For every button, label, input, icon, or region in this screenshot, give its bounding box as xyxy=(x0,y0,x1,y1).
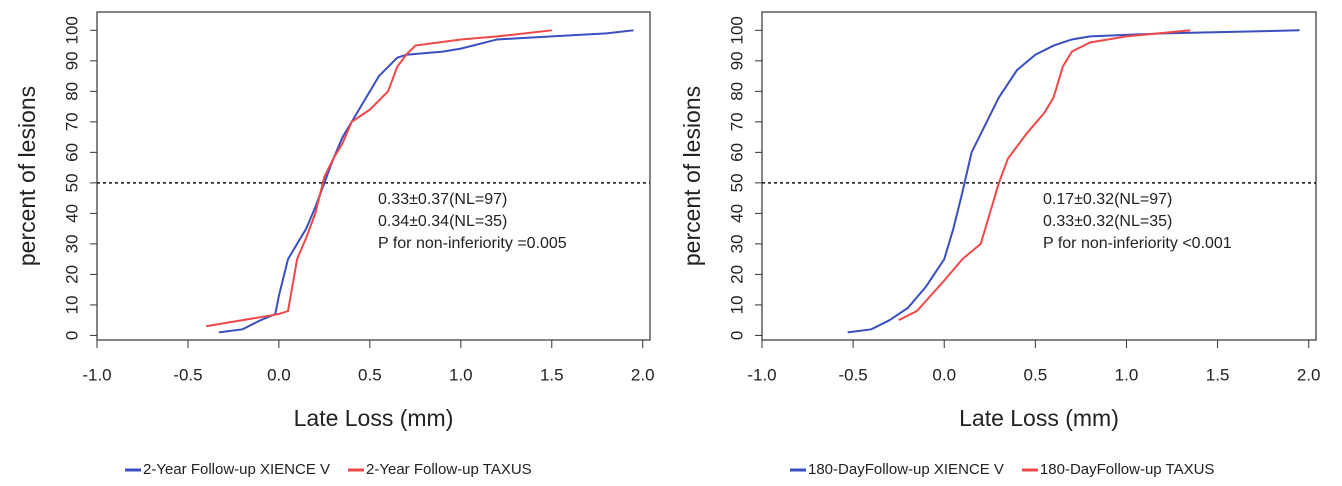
y-tick-label: 30 xyxy=(727,234,746,253)
x-tick-label: -1.0 xyxy=(82,365,111,384)
x-tick-label: 0.5 xyxy=(358,365,382,384)
legend-label: 2-Year Follow-up XIENCE V xyxy=(143,461,330,478)
y-tick-label: 80 xyxy=(727,82,746,101)
y-tick-label: 0 xyxy=(727,331,746,340)
x-tick-label: 2.0 xyxy=(631,365,655,384)
y-tick-label: 70 xyxy=(62,112,81,131)
y-tick-label: 10 xyxy=(727,295,746,314)
x-tick-label: -0.5 xyxy=(838,365,867,384)
y-tick-label: 90 xyxy=(62,51,81,70)
annotation: 0.34±0.34(NL=35) xyxy=(378,213,507,230)
y-tick-label: 20 xyxy=(727,265,746,284)
x-tick-label: 1.0 xyxy=(449,365,473,384)
legend-label: 180-DayFollow-up TAXUS xyxy=(1040,461,1215,478)
x-tick-label: 0.0 xyxy=(267,365,291,384)
plot-frame xyxy=(761,11,1317,341)
x-tick-label: 1.5 xyxy=(1206,365,1230,384)
y-tick-label: 40 xyxy=(727,204,746,223)
y-tick-label: 100 xyxy=(727,16,746,44)
y-tick-label: 100 xyxy=(62,16,81,44)
plot-frame xyxy=(96,11,651,341)
y-tick-label: 60 xyxy=(727,143,746,162)
y-axis-title: percent of lesions xyxy=(14,86,40,266)
y-tick-label: 70 xyxy=(727,112,746,131)
y-tick-label: 30 xyxy=(62,234,81,253)
x-axis-title: Late Loss (mm) xyxy=(959,405,1119,431)
annotation: 0.33±0.32(NL=35) xyxy=(1043,213,1172,230)
y-tick-label: 50 xyxy=(62,173,81,192)
x-axis-title: Late Loss (mm) xyxy=(294,405,454,431)
y-tick-label: 50 xyxy=(727,173,746,192)
x-tick-label: 1.5 xyxy=(540,365,564,384)
series-line xyxy=(218,29,634,334)
series-line xyxy=(205,29,552,328)
y-tick-label: 80 xyxy=(62,82,81,101)
annotation: P for non-inferiority =0.005 xyxy=(378,235,567,252)
y-axis-title: percent of lesions xyxy=(679,86,705,266)
x-tick-label: 0.0 xyxy=(932,365,956,384)
x-tick-label: 0.5 xyxy=(1024,365,1048,384)
legend-label: 180-DayFollow-up XIENCE V xyxy=(808,461,1004,478)
annotation: 0.33±0.37(NL=97) xyxy=(378,191,507,208)
y-tick-label: 0 xyxy=(62,331,81,340)
y-tick-label: 40 xyxy=(62,204,81,223)
x-tick-label: -0.5 xyxy=(173,365,202,384)
x-tick-label: -1.0 xyxy=(747,365,776,384)
y-tick-label: 20 xyxy=(62,265,81,284)
y-tick-label: 90 xyxy=(727,51,746,70)
x-tick-label: 2.0 xyxy=(1297,365,1321,384)
series-line xyxy=(847,29,1300,334)
y-tick-label: 10 xyxy=(62,295,81,314)
series-line xyxy=(898,29,1191,322)
x-tick-label: 1.0 xyxy=(1115,365,1139,384)
y-tick-label: 60 xyxy=(62,143,81,162)
annotation: P for non-inferiority <0.001 xyxy=(1043,235,1232,252)
legend-label: 2-Year Follow-up TAXUS xyxy=(366,461,532,478)
annotation: 0.17±0.32(NL=97) xyxy=(1043,191,1172,208)
